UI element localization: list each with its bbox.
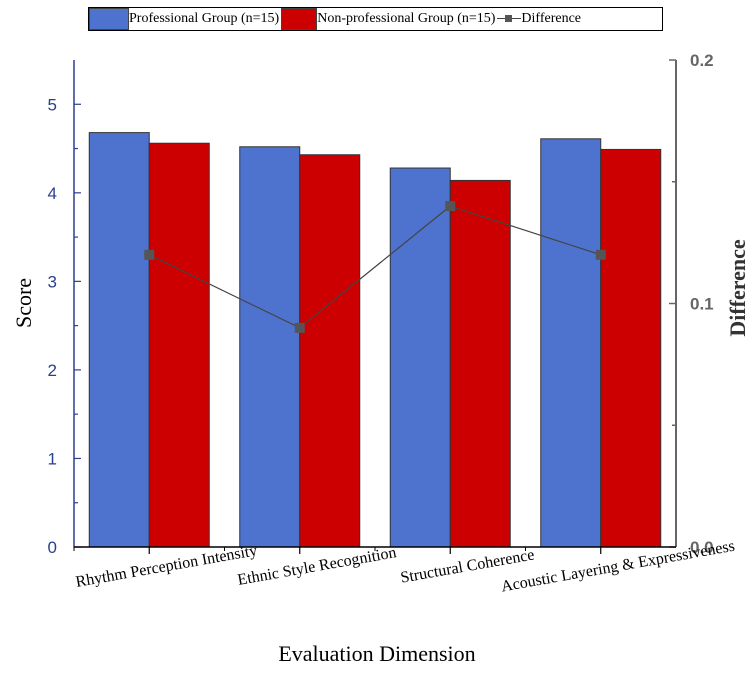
left-tick-label-4: 4 [48,184,57,203]
bar-nonprofessional-0 [148,142,210,548]
left-tick-label-0: 0 [48,538,57,557]
bar-nonprofessional-2 [449,179,511,548]
legend: Professional Group (n=15) Non-profession… [88,7,663,31]
legend-label-difference: Difference [521,11,582,26]
legend-label-nonprofessional: Non-professional Group (n=15) [317,11,496,26]
legend-item-professional: Professional Group (n=15) [89,8,281,30]
right-tick-label-1: 0.1 [690,295,714,314]
legend-swatch-nonprofessional [281,8,318,30]
difference-line [148,205,601,329]
x-tick-label-0: Rhythm Perception Intensity [74,542,258,591]
difference-point-2 [445,201,456,212]
left-y-axis-title: Score [11,278,36,328]
left-tick-label-3: 3 [48,272,57,291]
bar-professional-0 [88,132,150,548]
legend-item-difference: Difference [497,8,583,30]
difference-point-3 [595,249,606,260]
legend-item-nonprofessional: Non-professional Group (n=15) [281,8,497,30]
right-tick-label-2: 0.2 [690,51,714,70]
left-tick-label-2: 2 [48,361,57,380]
difference-point-1 [294,322,305,333]
bar-nonprofessional-3 [600,148,662,548]
difference-point-0 [144,249,155,260]
bar-professional-3 [540,138,602,548]
right-y-axis-title: Difference [725,239,750,337]
bar-nonprofessional-1 [299,154,361,548]
bar-professional-1 [239,146,301,548]
left-tick-label-1: 1 [48,449,57,468]
x-tick-label-1: Ethnic Style Recognition [236,544,397,589]
legend-line-difference-icon [497,8,522,30]
right-tick-label-0: 0.0 [690,538,714,557]
legend-label-professional: Professional Group (n=15) [129,11,280,26]
left-tick-label-5: 5 [48,95,57,114]
bar-professional-2 [389,167,451,548]
x-axis-title: Evaluation Dimension [278,641,475,666]
legend-swatch-professional [89,8,129,30]
